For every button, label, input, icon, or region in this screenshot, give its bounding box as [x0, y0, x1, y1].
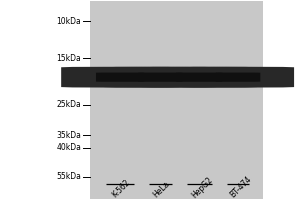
Text: 25kDa: 25kDa: [57, 100, 81, 109]
Text: BT-474: BT-474: [229, 175, 254, 200]
Text: HepG2: HepG2: [190, 175, 214, 200]
FancyBboxPatch shape: [216, 73, 260, 82]
FancyBboxPatch shape: [96, 73, 144, 82]
FancyBboxPatch shape: [138, 73, 183, 82]
Bar: [90, 1, 263, 199]
Text: 35kDa: 35kDa: [56, 131, 81, 140]
FancyBboxPatch shape: [61, 67, 179, 88]
FancyBboxPatch shape: [176, 73, 223, 82]
Text: 40kDa: 40kDa: [56, 143, 81, 152]
Text: K-562: K-562: [111, 178, 132, 200]
Text: 55kDa: 55kDa: [56, 172, 81, 181]
Text: HeLa: HeLa: [151, 179, 171, 200]
FancyBboxPatch shape: [104, 67, 216, 88]
Text: 10kDa: 10kDa: [57, 17, 81, 26]
FancyBboxPatch shape: [142, 67, 257, 88]
FancyBboxPatch shape: [182, 67, 294, 88]
Text: 15kDa: 15kDa: [57, 54, 81, 63]
Text: LITAF: LITAF: [268, 73, 290, 82]
